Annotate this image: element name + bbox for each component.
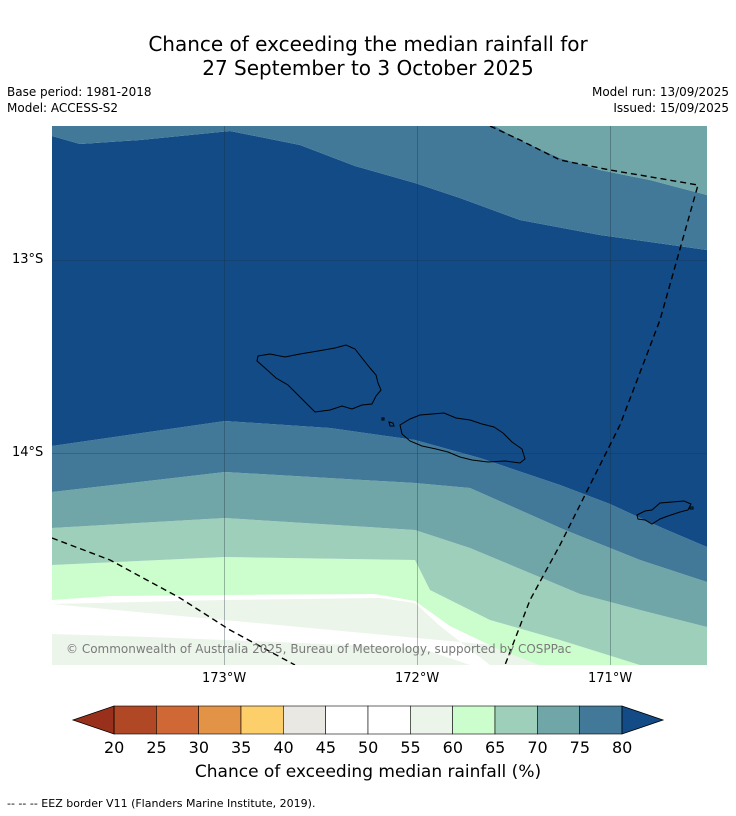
colorbar-cell (579, 705, 623, 735)
map-title-line2: 27 September to 3 October 2025 (202, 56, 534, 80)
colorbar-tick-label: 80 (612, 738, 633, 757)
tutuila-island (636, 500, 692, 525)
colorbar-title: Chance of exceeding median rainfall (%) (194, 762, 542, 782)
colorbar-cell (113, 705, 157, 735)
issued-date: Issued: 15/09/2025 (613, 101, 729, 115)
colorbar-cell (494, 705, 538, 735)
colorbar-cell (240, 705, 284, 735)
gridlines (52, 126, 707, 665)
upolu-island (399, 412, 526, 464)
lon-label-173w: 173°W (202, 671, 247, 686)
eez-border-lower (52, 537, 296, 665)
colorbar-tick-label: 20 (104, 738, 125, 757)
colorbar-tick-label: 75 (569, 738, 591, 757)
colorbar-under-arrow (71, 705, 115, 735)
apolima-islet (381, 417, 385, 421)
band-60-65 (52, 598, 707, 665)
colorbar-cell (367, 705, 411, 735)
colorbar-cell (198, 705, 242, 735)
band-75-80 (52, 472, 707, 627)
colorbar-cell (410, 705, 453, 735)
colorbar-tick-label: 40 (273, 738, 294, 757)
eez-border-upper (489, 126, 699, 665)
lon-label-172w: 172°W (395, 671, 440, 686)
islands (256, 344, 694, 525)
aunuu-islet (689, 506, 694, 510)
colorbar-tick-label: 70 (527, 738, 548, 757)
band-top-mid (52, 126, 707, 250)
colorbar-cell (283, 705, 326, 735)
colorbar-cell (325, 705, 369, 735)
base-period: Base period: 1981-2018 (7, 85, 152, 99)
colorbar-tick-label: 30 (188, 738, 210, 757)
model-run: Model run: 13/09/2025 (591, 85, 729, 99)
colorbar-tick-label: 35 (231, 738, 252, 757)
colorbar-tick-label: 60 (442, 738, 464, 757)
colorbar-tick-label: 25 (146, 738, 167, 757)
lat-label-14s: 14°S (12, 445, 44, 460)
colorbar-tick-label: 65 (485, 738, 506, 757)
manono-islet (388, 421, 395, 427)
model-name: Model: ACCESS-S2 (7, 101, 119, 115)
band-80-plus-low (52, 421, 707, 582)
colorbar-tick-label: 55 (400, 738, 421, 757)
band-65-70 (52, 557, 707, 665)
colorbar-cell (452, 705, 496, 735)
colorbar-tick-label: 45 (315, 738, 337, 757)
eez-footnote: -- -- -- EEZ border V11 (Flanders Marine… (7, 797, 316, 810)
colorbar-cells (113, 705, 623, 735)
colorbar (71, 705, 665, 735)
colorbar-tick-label: 50 (358, 738, 379, 757)
meta-right: Model run: 13/09/2025 Issued: 15/09/2025 (592, 84, 729, 116)
band-80-plus-core (52, 131, 707, 547)
eez-borders (52, 126, 699, 665)
lat-label-13s: 13°S (12, 252, 44, 267)
colorbar-cell (156, 705, 199, 735)
copyright-notice: © Commonwealth of Australia 2025, Bureau… (66, 642, 572, 656)
band-70-75 (52, 518, 707, 665)
meta-left: Base period: 1981-2018 Model: ACCESS-S2 (7, 84, 152, 116)
colorbar-over-arrow (621, 705, 665, 735)
map-title-line1: Chance of exceeding the median rainfall … (148, 32, 588, 56)
colorbar-cell (537, 705, 580, 735)
map-plot-area (52, 126, 707, 665)
lon-label-171w: 171°W (588, 671, 633, 686)
savaii-island (256, 344, 382, 413)
